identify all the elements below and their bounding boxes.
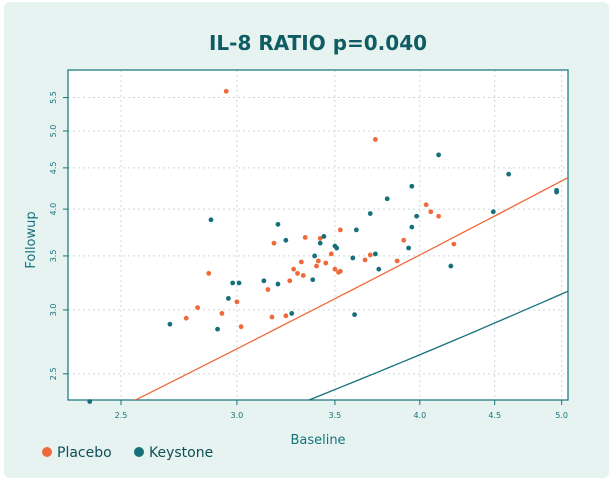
data-point-placebo xyxy=(291,266,297,272)
y-tick-label: 5.0 xyxy=(49,125,58,138)
data-point-keystone xyxy=(372,251,378,257)
data-point-placebo xyxy=(332,266,338,272)
data-point-placebo xyxy=(234,299,240,305)
data-point-placebo xyxy=(183,315,189,321)
data-point-keystone xyxy=(208,217,214,223)
data-point-keystone xyxy=(261,278,267,284)
data-point-keystone xyxy=(225,296,231,301)
y-tick-label: 2.5 xyxy=(49,367,58,380)
data-point-placebo xyxy=(269,314,275,320)
data-point-keystone xyxy=(275,281,281,287)
data-points xyxy=(87,88,559,404)
data-point-keystone xyxy=(554,189,559,195)
data-point-placebo xyxy=(401,237,407,243)
x-tick-label: 4.5 xyxy=(488,411,501,420)
data-point-keystone xyxy=(409,224,415,230)
chart-title: IL-8 RATIO p=0.040 xyxy=(209,31,427,55)
data-point-placebo xyxy=(337,268,343,274)
data-point-placebo xyxy=(328,251,334,257)
data-point-keystone xyxy=(275,221,281,227)
x-tick-label: 2.5 xyxy=(115,411,128,420)
x-tick-label: 3.0 xyxy=(231,411,244,420)
data-point-placebo xyxy=(372,137,378,142)
data-point-placebo xyxy=(298,259,304,265)
data-point-keystone xyxy=(414,213,420,219)
x-axis-label: Baseline xyxy=(290,433,345,448)
data-point-placebo xyxy=(271,240,277,246)
y-axis-label: Followup xyxy=(24,211,39,268)
data-point-placebo xyxy=(451,241,457,247)
data-point-placebo xyxy=(436,213,442,219)
data-point-keystone xyxy=(283,237,289,243)
legend: Placebo Keystone xyxy=(42,445,213,461)
data-point-keystone xyxy=(310,277,316,283)
data-point-keystone xyxy=(289,311,295,316)
y-tick-label: 3.5 xyxy=(49,250,58,263)
data-point-keystone xyxy=(353,227,359,233)
data-point-placebo xyxy=(300,273,306,278)
x-tick-label: 4.0 xyxy=(413,411,426,420)
data-point-keystone xyxy=(321,234,327,239)
data-point-keystone xyxy=(167,321,173,327)
data-point-placebo xyxy=(223,88,229,94)
x-tick-label: 3.5 xyxy=(329,411,342,420)
legend-marker-placebo xyxy=(42,447,52,457)
fit-line-placebo xyxy=(134,177,568,400)
data-point-placebo xyxy=(394,258,400,264)
axes: 2.5 3.0 3.5 4.0 4.5 5.0 2.5 3.0 3.5 4.0 4.5 5.0 5.5 xyxy=(49,69,569,420)
data-point-placebo xyxy=(317,235,323,241)
data-point-keystone xyxy=(409,183,415,189)
data-point-keystone xyxy=(448,263,454,269)
data-point-placebo xyxy=(323,260,329,266)
data-point-placebo xyxy=(265,287,271,292)
data-point-keystone xyxy=(367,211,373,216)
data-point-placebo xyxy=(219,311,225,316)
data-point-keystone xyxy=(87,399,93,404)
data-point-keystone xyxy=(352,312,357,318)
data-point-keystone xyxy=(436,152,442,158)
fit-lines xyxy=(134,177,568,400)
data-point-keystone xyxy=(506,171,512,177)
fit-line-keystone xyxy=(307,290,568,400)
plot-area xyxy=(68,70,568,400)
data-point-placebo xyxy=(283,313,289,319)
data-point-placebo xyxy=(314,263,319,269)
data-point-placebo xyxy=(295,270,300,276)
data-point-placebo xyxy=(302,235,308,240)
data-point-keystone xyxy=(406,245,411,251)
data-point-placebo xyxy=(367,252,373,258)
data-point-placebo xyxy=(195,305,200,311)
data-point-keystone xyxy=(490,209,496,215)
data-point-placebo xyxy=(315,258,321,264)
legend-label-keystone: Keystone xyxy=(149,445,213,461)
data-point-keystone xyxy=(376,266,382,272)
data-point-placebo xyxy=(428,209,434,215)
data-point-keystone xyxy=(350,255,356,261)
legend-marker-keystone xyxy=(134,447,144,457)
data-point-keystone xyxy=(230,280,236,286)
y-tick-label: 4.0 xyxy=(49,203,58,216)
data-point-placebo xyxy=(206,270,212,276)
data-point-keystone xyxy=(236,280,242,286)
grid-lines xyxy=(68,70,568,400)
data-point-keystone xyxy=(312,253,318,259)
data-point-placebo xyxy=(423,202,429,208)
data-point-keystone xyxy=(215,326,220,332)
data-point-keystone xyxy=(334,245,340,251)
y-tick-label: 3.0 xyxy=(49,304,58,317)
data-point-keystone xyxy=(317,240,323,246)
legend-label-placebo: Placebo xyxy=(57,445,112,461)
data-point-placebo xyxy=(238,324,244,330)
x-tick-label: 5.0 xyxy=(555,411,568,420)
y-tick-label: 4.5 xyxy=(49,161,58,174)
data-point-placebo xyxy=(362,257,368,263)
plot-border xyxy=(67,69,569,401)
data-point-placebo xyxy=(287,278,293,284)
y-tick-label: 5.5 xyxy=(49,91,58,104)
data-point-placebo xyxy=(337,227,343,233)
data-point-keystone xyxy=(384,196,390,202)
